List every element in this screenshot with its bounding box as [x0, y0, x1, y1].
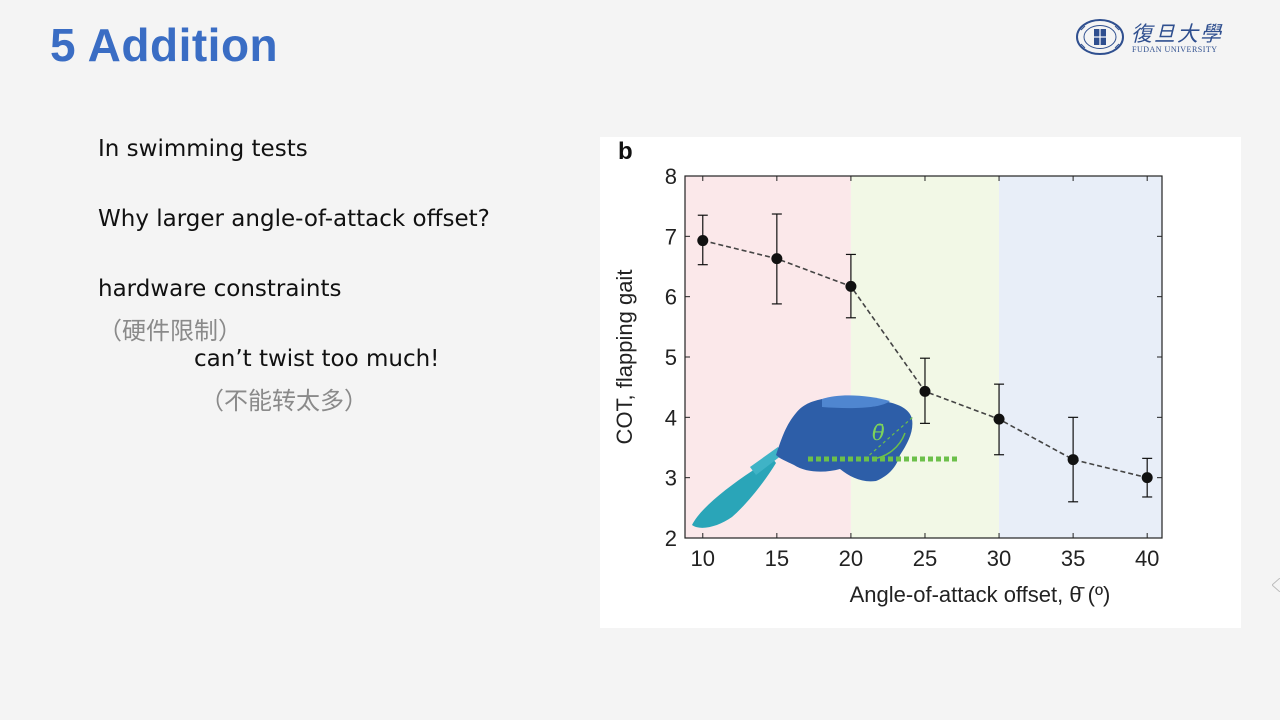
- cot-chart: θ̄ 10 15 20 25 30 35 40 2 3 4 5 6 7 8 b Angle-of-atta…: [612, 138, 1163, 607]
- panel-label: b: [618, 138, 633, 165]
- edge-marker: [1272, 578, 1280, 592]
- y-tick-label-3: 3: [665, 466, 677, 491]
- x-tick-label-20: 20: [839, 546, 863, 571]
- text-cant-twist-cn: （不能转太多）: [200, 387, 368, 415]
- x-tick-label-40: 40: [1135, 546, 1159, 571]
- university-logo: 復旦大學 FUDAN UNIVERSITY: [1075, 18, 1225, 58]
- data-point-20: [845, 280, 857, 292]
- shaded-region-1: [850, 176, 1000, 538]
- data-point-15: [771, 253, 783, 265]
- data-point-10: [697, 235, 709, 247]
- y-tick-label-4: 4: [665, 405, 677, 430]
- logo-english-name: FUDAN UNIVERSITY: [1132, 45, 1218, 54]
- figure-panel: θ̄ 10 15 20 25 30 35 40 2 3 4 5 6 7 8 b Angle-of-atta…: [600, 137, 1241, 628]
- data-point-35: [1067, 454, 1079, 466]
- data-point-40: [1141, 472, 1153, 484]
- text-hardware-constraints: hardware constraints: [98, 276, 342, 302]
- text-cant-twist: can’t twist too much!: [194, 346, 440, 372]
- shaded-region-2: [999, 176, 1162, 538]
- text-question: Why larger angle-of-attack offset?: [98, 206, 490, 232]
- logo-chinese-name: 復旦大學: [1131, 22, 1223, 46]
- y-tick-label-2: 2: [665, 526, 677, 551]
- data-point-25: [919, 385, 931, 397]
- inset-theta-label: θ̄: [872, 421, 885, 445]
- data-point-30: [993, 413, 1005, 425]
- x-tick-label-15: 15: [765, 546, 789, 571]
- x-tick-label-35: 35: [1061, 546, 1085, 571]
- fudan-emblem-icon: [1076, 19, 1124, 55]
- y-tick-label-8: 8: [665, 164, 677, 189]
- x-tick-label-25: 25: [913, 546, 937, 571]
- y-tick-label-7: 7: [665, 224, 677, 249]
- y-tick-label-5: 5: [665, 345, 677, 370]
- slide-title: 5 Addition: [50, 19, 279, 71]
- shaded-region-0: [685, 176, 851, 538]
- y-axis-label: COT, flapping gait: [612, 270, 637, 445]
- x-axis-label: Angle-of-attack offset, θ̄ (º): [850, 582, 1111, 607]
- x-tick-label-30: 30: [987, 546, 1011, 571]
- y-tick-label-6: 6: [665, 285, 677, 310]
- text-swimming-tests: In swimming tests: [98, 136, 308, 162]
- text-hardware-constraints-cn: （硬件限制）: [98, 317, 242, 345]
- x-tick-label-10: 10: [691, 546, 715, 571]
